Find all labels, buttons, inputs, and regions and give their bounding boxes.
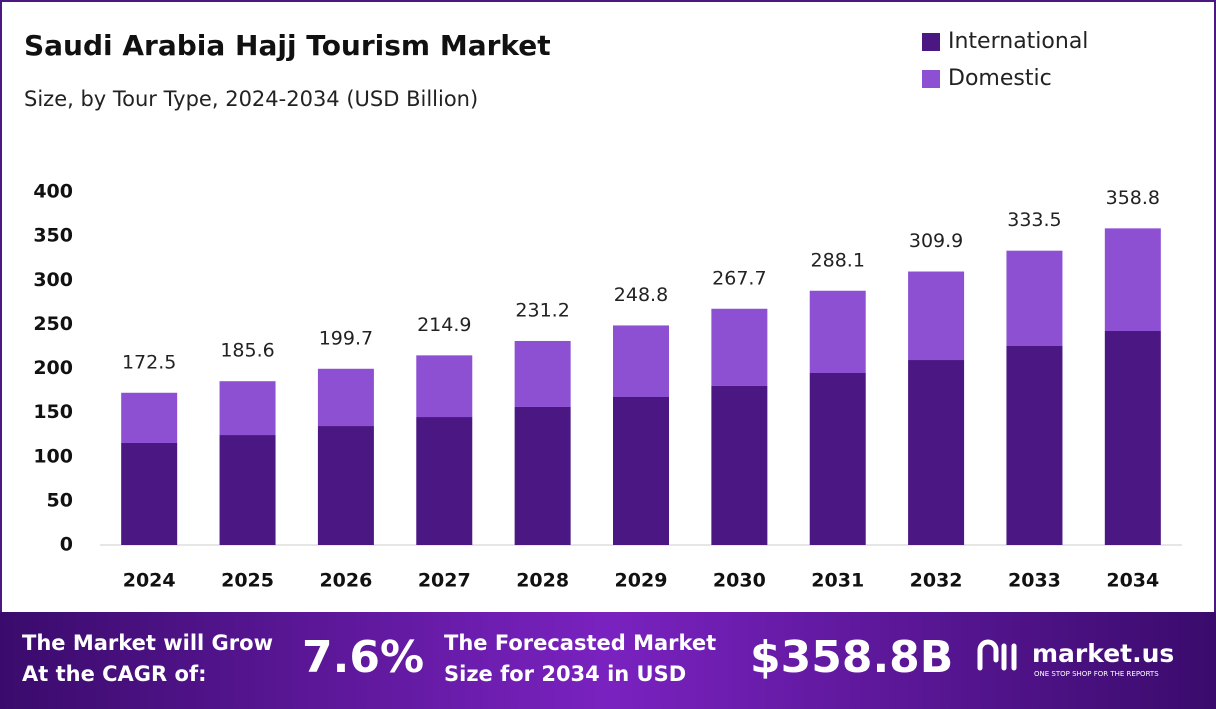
bar-segment xyxy=(514,340,571,407)
bar-segment xyxy=(219,435,276,545)
cagr-text: The Market will Grow xyxy=(22,631,273,655)
bar-segment xyxy=(1006,250,1063,346)
total-label: 214.9 xyxy=(417,314,471,336)
legend-label: International xyxy=(948,29,1088,54)
bar-segment xyxy=(613,325,669,398)
x-tick-label: 2032 xyxy=(910,570,963,592)
bar-segment xyxy=(416,417,473,545)
total-label: 199.7 xyxy=(319,327,373,349)
y-tick-label: 350 xyxy=(33,225,73,247)
y-tick-label: 250 xyxy=(33,313,73,335)
x-tick-label: 2025 xyxy=(221,570,274,592)
bar-segment xyxy=(219,381,276,436)
total-label: 333.5 xyxy=(1007,209,1061,231)
x-tick-label: 2024 xyxy=(123,570,176,592)
total-label: 309.9 xyxy=(909,230,963,252)
x-tick-label: 2034 xyxy=(1106,570,1159,592)
brand-logo xyxy=(977,639,1017,671)
bar-segment xyxy=(514,406,571,545)
y-tick-label: 400 xyxy=(33,181,73,203)
forecast-value: $358.8B xyxy=(750,632,953,683)
x-tick-label: 2028 xyxy=(516,570,569,592)
x-tick-label: 2030 xyxy=(713,570,766,592)
bar-segment xyxy=(711,385,768,545)
bar-segment xyxy=(1104,228,1161,331)
forecast-text: Size for 2034 in USD xyxy=(444,662,686,686)
bar-segment xyxy=(908,360,965,545)
brand: market.us xyxy=(1032,639,1174,668)
bar-segment xyxy=(317,368,374,427)
bar-segment xyxy=(711,308,768,386)
y-tick-label: 300 xyxy=(33,269,73,291)
chart-title: Saudi Arabia Hajj Tourism Market xyxy=(24,29,551,62)
cagr-text: At the CAGR of: xyxy=(22,662,207,686)
forecast-text: The Forecasted Market xyxy=(444,631,716,655)
tagline: ONE STOP SHOP FOR THE REPORTS xyxy=(1034,670,1159,678)
bar-segment xyxy=(121,392,178,443)
legend-label: Domestic xyxy=(948,66,1052,91)
bar-segment xyxy=(416,355,473,418)
total-label: 288.1 xyxy=(811,249,865,271)
x-tick-label: 2026 xyxy=(319,570,372,592)
x-tick-label: 2031 xyxy=(811,570,864,592)
bar-segment xyxy=(613,397,669,545)
total-label: 231.2 xyxy=(515,299,569,321)
x-tick-label: 2027 xyxy=(418,570,471,592)
bar-segment xyxy=(908,271,965,361)
x-tick-label: 2029 xyxy=(615,570,668,592)
total-label: 248.8 xyxy=(614,284,668,306)
y-tick-label: 150 xyxy=(33,401,73,423)
chart-subtitle: Size, by Tour Type, 2024-2034 (USD Billi… xyxy=(24,87,478,111)
y-tick-label: 0 xyxy=(60,534,73,556)
bar-segment xyxy=(121,442,178,545)
total-label: 185.6 xyxy=(220,340,274,362)
total-label: 267.7 xyxy=(712,267,766,289)
bar-segment xyxy=(1104,330,1161,545)
bar-segment xyxy=(809,290,866,374)
y-tick-label: 50 xyxy=(47,489,73,511)
cagr-value: 7.6% xyxy=(302,632,424,683)
bar-segment xyxy=(1006,345,1063,545)
bar-segment xyxy=(809,373,866,545)
y-tick-label: 100 xyxy=(33,445,73,467)
total-label: 172.5 xyxy=(122,351,176,373)
y-tick-label: 200 xyxy=(33,357,73,379)
bar-segment xyxy=(317,426,374,545)
x-tick-label: 2033 xyxy=(1008,570,1061,592)
legend-swatch xyxy=(922,33,940,51)
total-label: 358.8 xyxy=(1106,187,1160,209)
legend-swatch xyxy=(922,70,940,88)
